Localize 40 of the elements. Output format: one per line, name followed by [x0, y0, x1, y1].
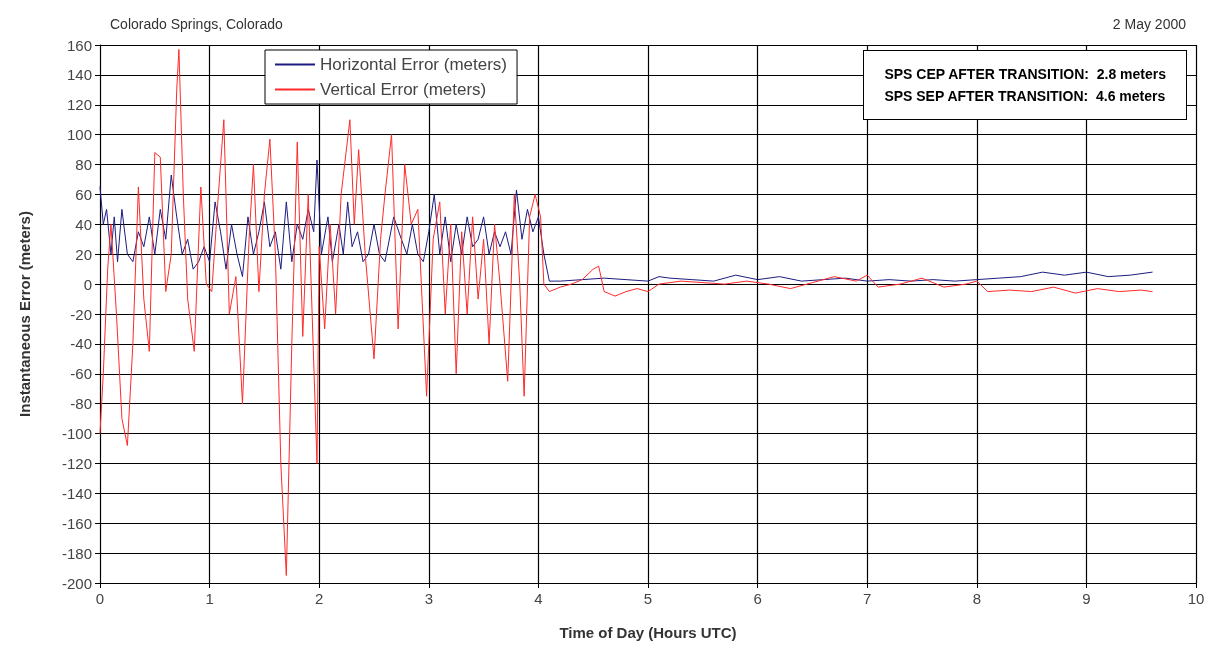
y-tick-label: 140: [66, 66, 92, 84]
text: 2 May 2000: [1112, 16, 1187, 32]
line-series: [99, 159, 1153, 282]
y-tick-label: 60: [75, 185, 92, 203]
y-tick-label: -100: [61, 425, 92, 443]
x-tick-label: 2: [315, 590, 324, 607]
y-tick-label: 0: [83, 275, 92, 293]
x-tick-label: 7: [863, 590, 872, 607]
x-axis-title: Time of Day (Hours UTC): [559, 624, 737, 641]
y-tick-label: -160: [61, 514, 92, 532]
y-tick-label: 20: [75, 245, 92, 263]
legend-label: Vertical Error (meters): [320, 80, 487, 99]
x-tick-label: 10: [1187, 590, 1205, 607]
x-tick-label: 8: [972, 590, 981, 607]
y-tick-label: 120: [66, 96, 92, 114]
y-tick-label: 40: [75, 215, 92, 233]
y-tick-label: -200: [61, 574, 92, 592]
y-tick-label: -60: [70, 365, 92, 383]
x-tick-label: 3: [424, 590, 433, 607]
y-tick-label: -140: [61, 484, 92, 502]
x-tick-label: 6: [753, 590, 762, 607]
y-tick-label: -80: [70, 395, 92, 413]
y-tick-label: 160: [66, 36, 92, 54]
y-tick-label: -180: [61, 544, 92, 562]
y-tick-label: -20: [70, 305, 92, 323]
y-tick-label: -120: [61, 454, 92, 472]
x-tick-label: 1: [205, 590, 214, 607]
y-axis-title: Instantaneous Error (meters): [16, 211, 33, 417]
annotation: SPS SEP AFTER TRANSITION: 4.6 meters: [884, 87, 1166, 106]
note-box: SPS CEP AFTER TRANSITION: 2.8 meters SPS SEP AFTER TRANSITION: 4.6 meters: [863, 50, 1187, 120]
y-tick-label: -40: [70, 335, 92, 353]
text: Colorado Springs, Colorado: [110, 16, 283, 32]
legend-label: Horizontal Error (meters): [320, 55, 508, 74]
x-tick-label: 5: [643, 590, 653, 607]
y-tick-label: 100: [66, 126, 92, 144]
y-tick-label: 80: [75, 156, 92, 174]
x-tick-label: 4: [534, 590, 543, 607]
x-tick-label: 9: [1082, 590, 1091, 607]
annotation: SPS CEP AFTER TRANSITION: 2.8 meters: [884, 65, 1166, 84]
x-tick-label: 0: [95, 590, 105, 607]
